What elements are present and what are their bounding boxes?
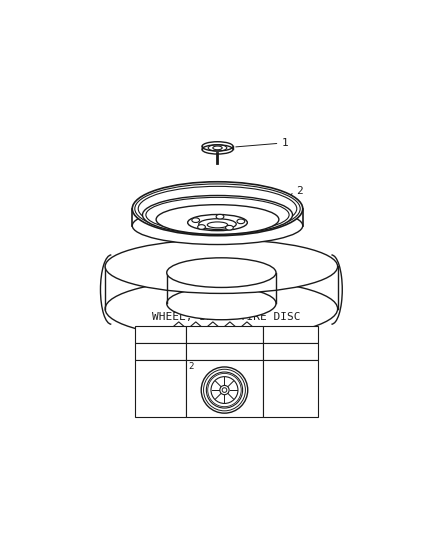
Ellipse shape: [226, 225, 233, 230]
Text: 2: 2: [296, 186, 303, 196]
Ellipse shape: [167, 258, 276, 287]
Bar: [186, 343, 263, 360]
Ellipse shape: [220, 385, 229, 394]
Text: WHEEL, SPARE TIRE DISC: WHEEL, SPARE TIRE DISC: [152, 311, 300, 321]
Ellipse shape: [132, 182, 303, 236]
Ellipse shape: [211, 377, 238, 403]
Ellipse shape: [132, 207, 303, 245]
Ellipse shape: [206, 372, 243, 408]
Bar: [134, 343, 186, 360]
Ellipse shape: [105, 280, 338, 338]
Text: Steel: Steel: [208, 346, 241, 356]
Bar: [263, 343, 318, 360]
Ellipse shape: [216, 214, 224, 219]
Text: 1: 1: [282, 138, 289, 148]
Ellipse shape: [198, 225, 205, 229]
Bar: [134, 326, 186, 343]
Ellipse shape: [199, 219, 236, 230]
Bar: [186, 360, 263, 417]
Ellipse shape: [202, 142, 233, 151]
Bar: [134, 360, 186, 417]
Ellipse shape: [237, 219, 245, 224]
Text: TYPE: TYPE: [147, 329, 173, 339]
Bar: [186, 326, 263, 343]
Ellipse shape: [105, 239, 338, 294]
Text: MATL: MATL: [147, 346, 173, 356]
Text: G: G: [221, 329, 228, 339]
Ellipse shape: [192, 218, 200, 222]
Ellipse shape: [187, 214, 247, 231]
Bar: [263, 360, 318, 417]
Ellipse shape: [167, 287, 276, 320]
Bar: [263, 326, 318, 343]
Ellipse shape: [142, 196, 293, 235]
Text: ILLUST: ILLUST: [140, 384, 180, 393]
Ellipse shape: [156, 205, 279, 235]
Ellipse shape: [201, 367, 248, 413]
Text: 2: 2: [188, 362, 194, 371]
